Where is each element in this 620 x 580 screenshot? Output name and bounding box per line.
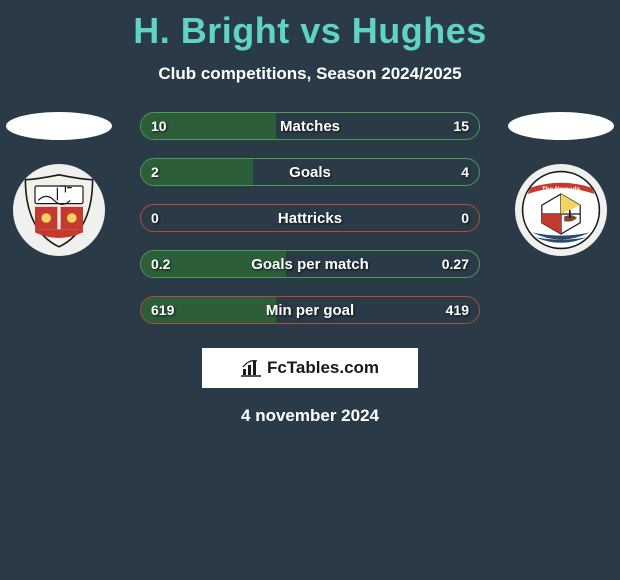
stat-label: Hattricks <box>141 205 479 231</box>
footer-date: 4 november 2024 <box>0 406 620 426</box>
brand-badge: FcTables.com <box>202 348 418 388</box>
stat-row-hattricks: 0 Hattricks 0 <box>140 204 480 232</box>
stat-right-value: 419 <box>446 297 469 323</box>
stat-row-goals-per-match: 0.2 Goals per match 0.27 <box>140 250 480 278</box>
right-club-crest: The Nomads <box>515 164 607 256</box>
brand-text: FcTables.com <box>267 358 379 378</box>
stat-right-value: 0.27 <box>442 251 469 277</box>
stat-row-min-per-goal: 619 Min per goal 419 <box>140 296 480 324</box>
brand-chart-icon <box>241 359 261 377</box>
crest-left-icon <box>19 170 99 250</box>
left-player-column <box>4 112 114 256</box>
stat-label: Goals per match <box>141 251 479 277</box>
comparison-content: The Nomads 10 Matches 15 2 Goals 4 <box>0 112 620 426</box>
stat-label: Matches <box>141 113 479 139</box>
page-subtitle: Club competitions, Season 2024/2025 <box>0 64 620 84</box>
crest-right-icon: The Nomads <box>521 170 601 250</box>
crest-banner-text: The Nomads <box>542 186 581 193</box>
right-player-column: The Nomads <box>506 112 616 256</box>
stat-row-goals: 2 Goals 4 <box>140 158 480 186</box>
right-player-oval <box>508 112 614 140</box>
stat-label: Goals <box>141 159 479 185</box>
stat-bars: 10 Matches 15 2 Goals 4 0 Hattricks 0 0.… <box>140 112 480 324</box>
stat-right-value: 15 <box>453 113 469 139</box>
left-club-crest <box>13 164 105 256</box>
stat-row-matches: 10 Matches 15 <box>140 112 480 140</box>
stat-right-value: 4 <box>461 159 469 185</box>
page-title: H. Bright vs Hughes <box>0 0 620 52</box>
left-player-oval <box>6 112 112 140</box>
stat-label: Min per goal <box>141 297 479 323</box>
stat-right-value: 0 <box>461 205 469 231</box>
